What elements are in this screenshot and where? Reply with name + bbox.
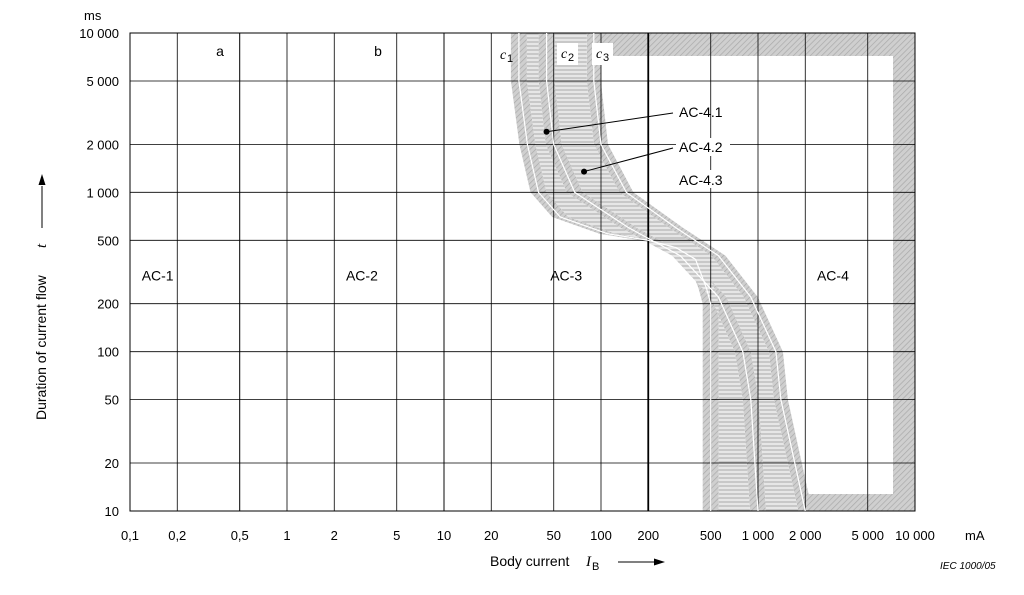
- x-tick-label-10-000: 10 000: [895, 528, 935, 543]
- x-tick-label-500: 500: [700, 528, 722, 543]
- curves: [239, 33, 806, 512]
- curve-label-c2: c 2: [561, 47, 574, 64]
- y-tick-label-100: 100: [97, 345, 119, 360]
- x-tick-label-20: 20: [484, 528, 498, 543]
- curve-label-c2-letter: c: [561, 47, 568, 62]
- curve-label-a: a: [216, 43, 224, 59]
- x-tick-label-0-1: 0,1: [121, 528, 139, 543]
- zone-label-ac-4: AC-4: [817, 268, 849, 284]
- annotation-label-ac-4-2: AC-4.2: [679, 139, 723, 155]
- x-tick-label-2: 2: [331, 528, 338, 543]
- x-tick-label-5-000: 5 000: [851, 528, 884, 543]
- y-tick-label-200: 200: [97, 297, 119, 312]
- annotations: AC-4.1 AC-4.2 AC-4.3: [543, 104, 730, 188]
- x-tick-label-10: 10: [437, 528, 451, 543]
- x-tick-label-1: 1: [283, 528, 290, 543]
- annotation-leader-ac-4-2: [583, 147, 674, 173]
- curve-label-c3: c 3: [596, 47, 609, 64]
- annotation-label-ac-4-3: AC-4.3: [679, 172, 723, 188]
- x-axis-arrow-head: [654, 558, 665, 566]
- y-tick-label-50: 50: [105, 393, 119, 408]
- annotation-label-ac-4-3-background: [676, 170, 730, 188]
- y-tick-label-10: 10: [105, 504, 119, 519]
- x-axis-title-symbol: I: [585, 554, 592, 570]
- y-tick-label-5-000: 5 000: [86, 74, 119, 89]
- annotation-label-ac-4-2-background: [676, 138, 730, 156]
- source-credit: IEC 1000/05: [940, 561, 996, 572]
- y-axis-arrow-head: [38, 174, 46, 185]
- x-tick-label-5: 5: [393, 528, 400, 543]
- x-axis-title: Body current I B: [490, 553, 665, 573]
- zone-label-ac-1: AC-1: [142, 268, 174, 284]
- curve-label-c1: c 1: [500, 48, 513, 65]
- curve-label-c1-letter: c: [500, 48, 507, 63]
- curve-label-c3-letter: c: [596, 47, 603, 62]
- y-tick-label-500: 500: [97, 233, 119, 248]
- y-axis-title-symbol: t: [34, 243, 50, 248]
- curve-label-c2-subscript: 2: [568, 52, 574, 64]
- y-tick-label-1-000: 1 000: [86, 185, 119, 200]
- annotation-point-ac-4-2: [581, 168, 588, 175]
- x-axis-title-text: Body current: [490, 553, 569, 569]
- y-axis-title: Duration of current flow t: [33, 174, 50, 420]
- x-axis-title-subscript: B: [592, 561, 599, 573]
- curve-c2: [546, 33, 759, 512]
- y-tick-label-2-000: 2 000: [86, 137, 119, 152]
- curve-label-c2-background: [557, 43, 578, 65]
- curve-labels: a b c 1 c 2 c 3: [216, 43, 613, 65]
- y-axis-title-text: Duration of current flow: [33, 274, 49, 420]
- x-unit-label: mA: [965, 528, 985, 543]
- tick-labels: 0,1 0,2 0,5 1 2 5 10 20 50 100 200 500 1 000 2 000 5 0…: [79, 26, 935, 543]
- x-tick-label-0-5: 0,5: [231, 528, 249, 543]
- zone-labels: AC-1 AC-2 AC-3 AC-4: [142, 268, 849, 284]
- x-tick-label-100: 100: [590, 528, 612, 543]
- annotation-leader-ac-4-1: [546, 112, 674, 133]
- x-tick-label-0-2: 0,2: [168, 528, 186, 543]
- x-tick-label-50: 50: [547, 528, 561, 543]
- curve-label-b: b: [374, 43, 382, 59]
- zone-label-ac-2: AC-2: [346, 268, 378, 284]
- plot-border: [129, 32, 916, 512]
- curve-label-c3-background: [592, 43, 613, 65]
- x-tick-label-1-000: 1 000: [742, 528, 775, 543]
- zone-label-ac-3: AC-3: [550, 268, 582, 284]
- x-tick-label-200: 200: [637, 528, 659, 543]
- curve-label-c1-subscript: 1: [507, 53, 513, 65]
- y-tick-label-10-000: 10 000: [79, 26, 119, 41]
- x-tick-label-2-000: 2 000: [789, 528, 822, 543]
- y-tick-label-20: 20: [105, 456, 119, 471]
- curve-c3: [593, 33, 806, 512]
- annotation-label-ac-4-1: AC-4.1: [679, 104, 723, 120]
- y-unit-label: ms: [84, 8, 102, 23]
- curve-label-c3-subscript: 3: [603, 52, 609, 64]
- annotation-point-ac-4-1: [543, 128, 550, 135]
- curve-c1: [518, 33, 712, 511]
